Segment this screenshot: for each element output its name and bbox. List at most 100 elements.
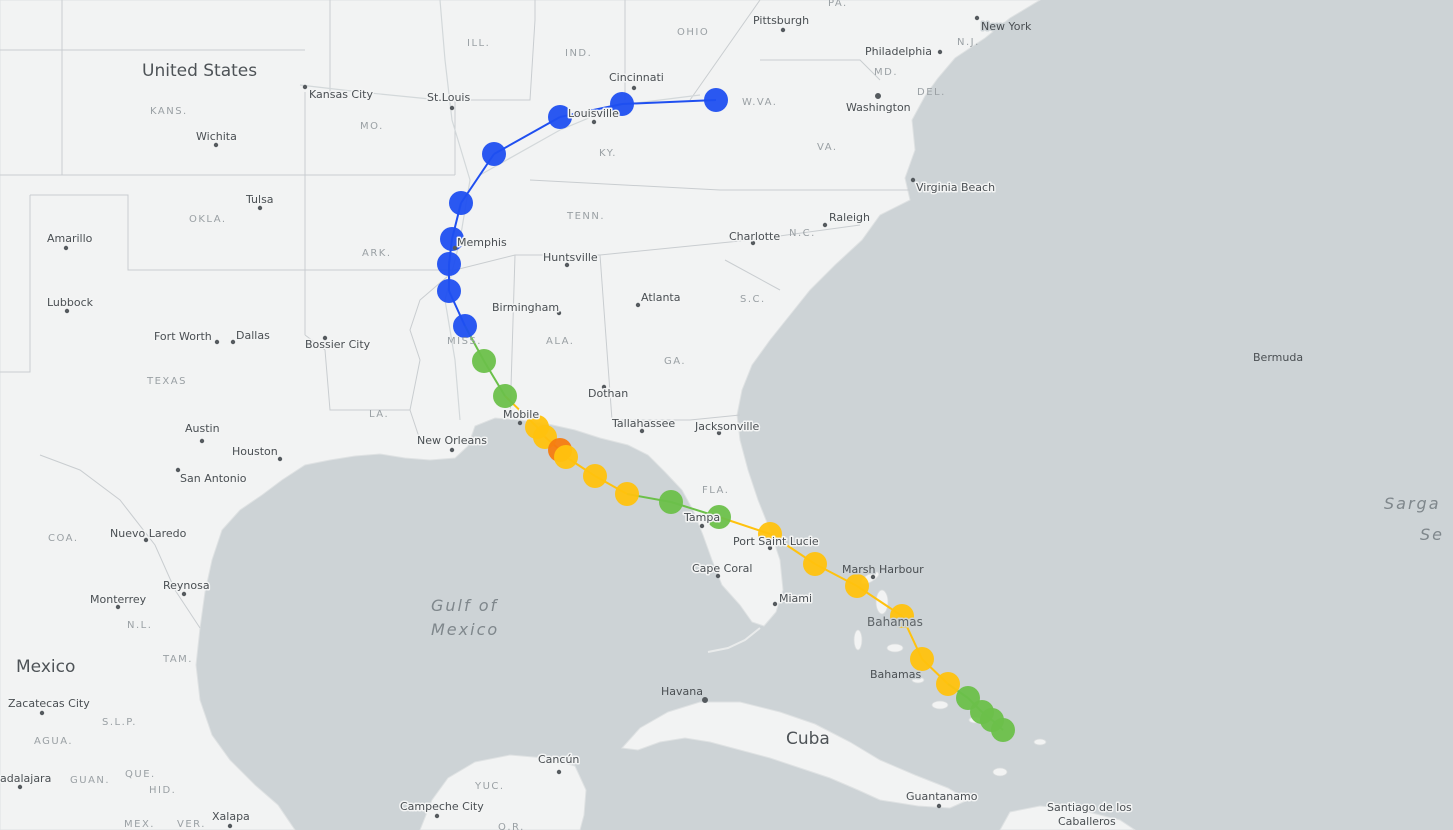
track-point-green[interactable]	[707, 505, 731, 529]
track-point-green[interactable]	[472, 349, 496, 373]
svg-text:Reynosa: Reynosa	[163, 579, 210, 592]
track-point-blue[interactable]	[610, 92, 634, 116]
city-raleigh: Raleigh	[822, 210, 872, 228]
label-state-miss: MISS.	[447, 336, 482, 347]
label-bermuda: Bermuda	[1253, 351, 1303, 364]
track-point-blue[interactable]	[437, 279, 461, 303]
svg-text:Bossier City: Bossier City	[305, 338, 371, 351]
svg-text:Nuevo Laredo: Nuevo Laredo	[110, 527, 187, 540]
track-point-yellow[interactable]	[803, 552, 827, 576]
track-point-blue[interactable]	[453, 314, 477, 338]
track-point-blue[interactable]	[440, 227, 464, 251]
label-state-ky: KY.	[599, 148, 617, 159]
city-virginia-beach: Virginia Beach	[910, 177, 997, 196]
svg-text:Austin: Austin	[185, 422, 220, 435]
svg-text:Guantanamo: Guantanamo	[906, 790, 978, 803]
city-cancun: Cancún	[537, 752, 581, 775]
track-point-yellow[interactable]	[890, 604, 914, 628]
label-state-del: DEL.	[917, 87, 946, 98]
label-state-la: LA.	[369, 409, 389, 420]
city-pittsburgh: Pittsburgh	[752, 13, 811, 33]
label-state-wva: W.VA.	[742, 97, 777, 108]
label-state-tam: TAM.	[162, 654, 193, 665]
svg-text:adalajara: adalajara	[0, 772, 51, 785]
svg-text:New York: New York	[981, 20, 1032, 33]
city-new-orleans: New Orleans	[416, 433, 489, 453]
svg-text:Campeche City: Campeche City	[400, 800, 484, 813]
city-kansas-city: Kansas City	[302, 84, 375, 103]
track-point-yellow[interactable]	[615, 482, 639, 506]
label-state-tenn: TENN.	[566, 211, 605, 222]
track-point-yellow[interactable]	[554, 445, 578, 469]
track-point-yellow[interactable]	[758, 522, 782, 546]
track-point-yellow[interactable]	[910, 647, 934, 671]
label-state-coa: COA.	[48, 533, 79, 544]
track-point-yellow[interactable]	[936, 672, 960, 696]
track-point-yellow[interactable]	[845, 574, 869, 598]
track-point-blue[interactable]	[704, 88, 728, 112]
svg-text:Havana: Havana	[661, 685, 703, 698]
storm-track	[437, 88, 1015, 742]
city-reynosa: Reynosa	[162, 578, 211, 597]
svg-text:Raleigh: Raleigh	[829, 211, 870, 224]
svg-text:Charlotte: Charlotte	[729, 230, 780, 243]
label-state-ohio: OHIO	[677, 27, 709, 38]
label-state-mex: MEX.	[124, 819, 155, 830]
track-segment	[621, 99, 717, 105]
label-state-ark: ARK.	[362, 248, 392, 259]
label-state-mo: MO.	[360, 121, 384, 132]
svg-text:Xalapa: Xalapa	[212, 810, 250, 823]
label-country-united-states: United States	[142, 61, 257, 81]
svg-text:Amarillo: Amarillo	[47, 232, 93, 245]
track-point-green[interactable]	[659, 490, 683, 514]
city-cincinnati: Cincinnati	[608, 70, 665, 91]
label-country-bahamas: Bahamas	[867, 615, 923, 629]
svg-text:Huntsville: Huntsville	[543, 251, 598, 264]
svg-text:Tampa: Tampa	[683, 511, 720, 524]
label-state-ind: IND.	[565, 48, 592, 59]
label-state-qr: Q.R.	[498, 822, 525, 830]
city-miami: Miami	[772, 591, 814, 607]
city-marsh-harbour: Marsh Harbour	[841, 562, 926, 580]
label-state-nj: N.J.	[957, 37, 980, 48]
land-cuba	[620, 701, 970, 809]
label-country-cuba: Cuba	[786, 729, 830, 749]
land-florida-keys	[707, 627, 761, 653]
label-state-texas: TEXAS	[146, 376, 187, 387]
city-port-saint-lucie: Port Saint Lucie	[732, 534, 820, 551]
track-point-yellow[interactable]	[583, 464, 607, 488]
label-santiago-2: Caballeros	[1058, 815, 1116, 828]
city-austin: Austin	[184, 421, 221, 444]
city-jacksonville: Jacksonville	[693, 419, 761, 436]
svg-text:Philadelphia: Philadelphia	[865, 45, 932, 58]
svg-text:Jacksonville: Jacksonville	[694, 420, 760, 433]
svg-text:Washington: Washington	[846, 101, 911, 114]
track-point-blue[interactable]	[548, 105, 572, 129]
svg-text:Fort Worth: Fort Worth	[154, 330, 212, 343]
svg-text:Marsh Harbour: Marsh Harbour	[842, 563, 924, 576]
label-state-agua: AGUA.	[34, 736, 73, 747]
city-guantanamo: Guantanamo	[905, 789, 979, 809]
svg-text:Wichita: Wichita	[196, 130, 237, 143]
label-water-gulf-2: Mexico	[431, 620, 499, 639]
svg-text:Mobile: Mobile	[503, 408, 539, 421]
track-point-blue[interactable]	[437, 252, 461, 276]
city-campeche-city: Campeche City	[399, 799, 486, 819]
svg-text:Cape Coral: Cape Coral	[692, 562, 752, 575]
city-philadelphia: Philadelphia	[864, 44, 943, 60]
track-point-green[interactable]	[991, 718, 1015, 742]
svg-text:Zacatecas City: Zacatecas City	[8, 697, 90, 710]
label-state-nc: N.C.	[789, 228, 816, 239]
city-wichita: Wichita	[195, 129, 238, 148]
label-state-md: MD.	[874, 67, 898, 78]
city-fort-worth: Fort Worth	[153, 329, 220, 345]
city-amarillo: Amarillo	[46, 231, 94, 251]
city-dallas: Dallas	[230, 328, 272, 345]
track-point-green[interactable]	[493, 384, 517, 408]
city-houston: Houston	[231, 444, 283, 462]
track-point-blue[interactable]	[482, 142, 506, 166]
track-point-blue[interactable]	[449, 191, 473, 215]
